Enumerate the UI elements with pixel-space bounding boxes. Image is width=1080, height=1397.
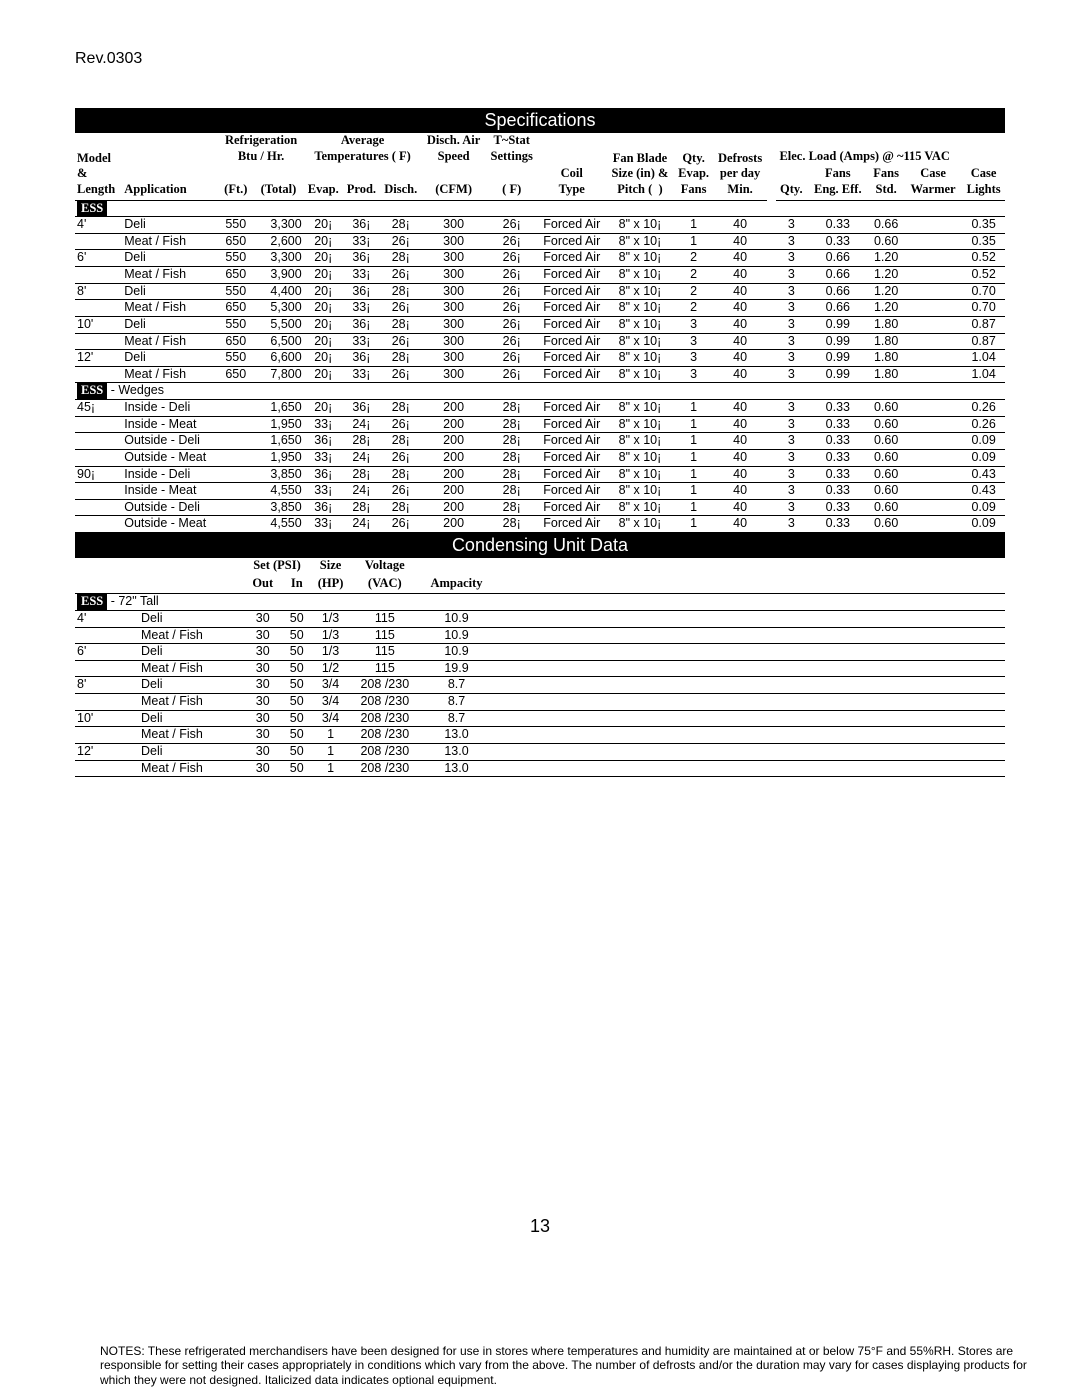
table-row: Outside - Meat1,95033¡24¡26¡20028¡Forced… — [75, 449, 1005, 466]
c-hdr-in: In — [283, 576, 311, 594]
revision: Rev.0303 — [75, 50, 1005, 68]
table-row: Outside - Meat4,55033¡24¡26¡20028¡Forced… — [75, 516, 1005, 533]
notes-text: These refrigerated merchandisers have be… — [100, 1344, 1027, 1387]
c-hdr-ml — [75, 558, 139, 594]
spec-section2-suffix: - Wedges — [107, 383, 164, 397]
hdr-case: CaseWarmer — [904, 166, 962, 200]
c-hdr-app — [139, 558, 243, 594]
table-row: 45¡Inside - Deli1,65020¡36¡28¡20028¡Forc… — [75, 400, 1005, 417]
c-hdr-size-top: Size — [311, 558, 350, 576]
condensing-table: Set (PSI) Size Voltage Ampacity Out In (… — [75, 558, 1005, 777]
spec-section1: ESS — [77, 201, 107, 217]
c-hdr-voltage-top: Voltage — [350, 558, 419, 576]
page-number: 13 — [0, 1216, 1080, 1237]
hdr-fans1b: FansEng. Eff. — [807, 166, 868, 200]
table-row: Meat / Fish30501208 /23013.0 — [75, 727, 1005, 744]
hdr-application: Application — [122, 133, 218, 200]
hdr-tstat-top: T~StatSettings — [486, 133, 538, 166]
hdr-cfm: (CFM) — [421, 166, 485, 200]
table-row: Meat / Fish30501208 /23013.0 — [75, 760, 1005, 777]
hdr-disch: Disch. — [380, 166, 421, 200]
hdr-defrosts: Defrostsper dayMin. — [713, 133, 767, 200]
cond-section: ESS — [77, 594, 107, 610]
notes: NOTES: These refrigerated merchandisers … — [100, 1344, 1040, 1387]
table-row: Meat / Fish6505,30020¡33¡26¡30026¡Forced… — [75, 300, 1005, 317]
table-row: 10'Deli30503/4208 /2308.7 — [75, 710, 1005, 727]
c-hdr-ampacity: Ampacity — [420, 558, 494, 594]
hdr-coil: CoilType — [538, 133, 606, 200]
table-row: Meat / Fish30501/211519.9 — [75, 660, 1005, 677]
c-hdr-hp: (HP) — [311, 576, 350, 594]
hdr-evap: Evap. — [304, 166, 343, 200]
hdr-ft: (Ft.) — [218, 166, 253, 200]
table-row: 4'Deli30501/311510.9 — [75, 610, 1005, 627]
spec-section2: ESS — [77, 383, 107, 399]
table-row: Inside - Meat4,55033¡24¡26¡20028¡Forced … — [75, 483, 1005, 500]
table-row: Meat / Fish6503,90020¡33¡26¡30026¡Forced… — [75, 267, 1005, 284]
cond-section-suffix: - 72" Tall — [107, 594, 158, 608]
table-row: Outside - Deli1,65036¡28¡28¡20028¡Forced… — [75, 433, 1005, 450]
table-row: Meat / Fish30503/4208 /2308.7 — [75, 694, 1005, 711]
hdr-fans2: FansStd. — [868, 166, 903, 200]
hdr-qty: Qty. — [776, 166, 808, 200]
specifications-table: Model&Length Application RefrigerationBt… — [75, 133, 1005, 533]
hdr-fans1 — [767, 166, 775, 200]
condensing-bar: Condensing Unit Data — [75, 533, 1005, 558]
table-row: 12'Deli30501208 /23013.0 — [75, 743, 1005, 760]
table-row: 6'Deli30501/311510.9 — [75, 644, 1005, 661]
hdr-caselights: CaseLights — [962, 133, 1005, 200]
table-row: 90¡Inside - Deli3,85036¡28¡28¡20028¡Forc… — [75, 466, 1005, 483]
hdr-fanblade: Fan BladeSize (in) &Pitch ( ) — [606, 133, 674, 200]
table-row: 8'Deli30503/4208 /2308.7 — [75, 677, 1005, 694]
table-row: Meat / Fish30501/311510.9 — [75, 627, 1005, 644]
hdr-tstat: ( F) — [486, 166, 538, 200]
table-row: Outside - Deli3,85036¡28¡28¡20028¡Forced… — [75, 499, 1005, 516]
table-row: 6'Deli5503,30020¡36¡28¡30026¡Forced Air8… — [75, 250, 1005, 267]
table-row: Meat / Fish6502,60020¡33¡26¡30026¡Forced… — [75, 233, 1005, 250]
hdr-prod: Prod. — [343, 166, 380, 200]
table-row: Meat / Fish6507,80020¡33¡26¡30026¡Forced… — [75, 366, 1005, 383]
table-row: Meat / Fish6506,50020¡33¡26¡30026¡Forced… — [75, 333, 1005, 350]
hdr-airspeed-top: Disch. AirSpeed — [421, 133, 485, 166]
c-hdr-setpsi: Set (PSI) — [243, 558, 311, 576]
hdr-elec: Elec. Load (Amps) @ ~115 VAC — [767, 133, 962, 166]
specifications-bar: Specifications — [75, 108, 1005, 133]
notes-label: NOTES: — [100, 1344, 145, 1358]
hdr-model-length: Model&Length — [75, 133, 122, 200]
c-hdr-spacer — [494, 558, 1006, 594]
table-row: 8'Deli5504,40020¡36¡28¡30026¡Forced Air8… — [75, 283, 1005, 300]
table-row: 4'Deli5503,30020¡36¡28¡30026¡Forced Air8… — [75, 217, 1005, 234]
table-row: 12'Deli5506,60020¡36¡28¡30026¡Forced Air… — [75, 350, 1005, 367]
table-row: 10'Deli5505,50020¡36¡28¡30026¡Forced Air… — [75, 316, 1005, 333]
hdr-total: (Total) — [253, 166, 304, 200]
c-hdr-out: Out — [243, 576, 283, 594]
c-hdr-vac: (VAC) — [350, 576, 419, 594]
hdr-refrig: RefrigerationBtu / Hr. — [218, 133, 303, 166]
hdr-qtyfans: Qty.Evap.Fans — [674, 133, 713, 200]
hdr-temps: AverageTemperatures ( F) — [304, 133, 422, 166]
table-row: Inside - Meat1,95033¡24¡26¡20028¡Forced … — [75, 416, 1005, 433]
